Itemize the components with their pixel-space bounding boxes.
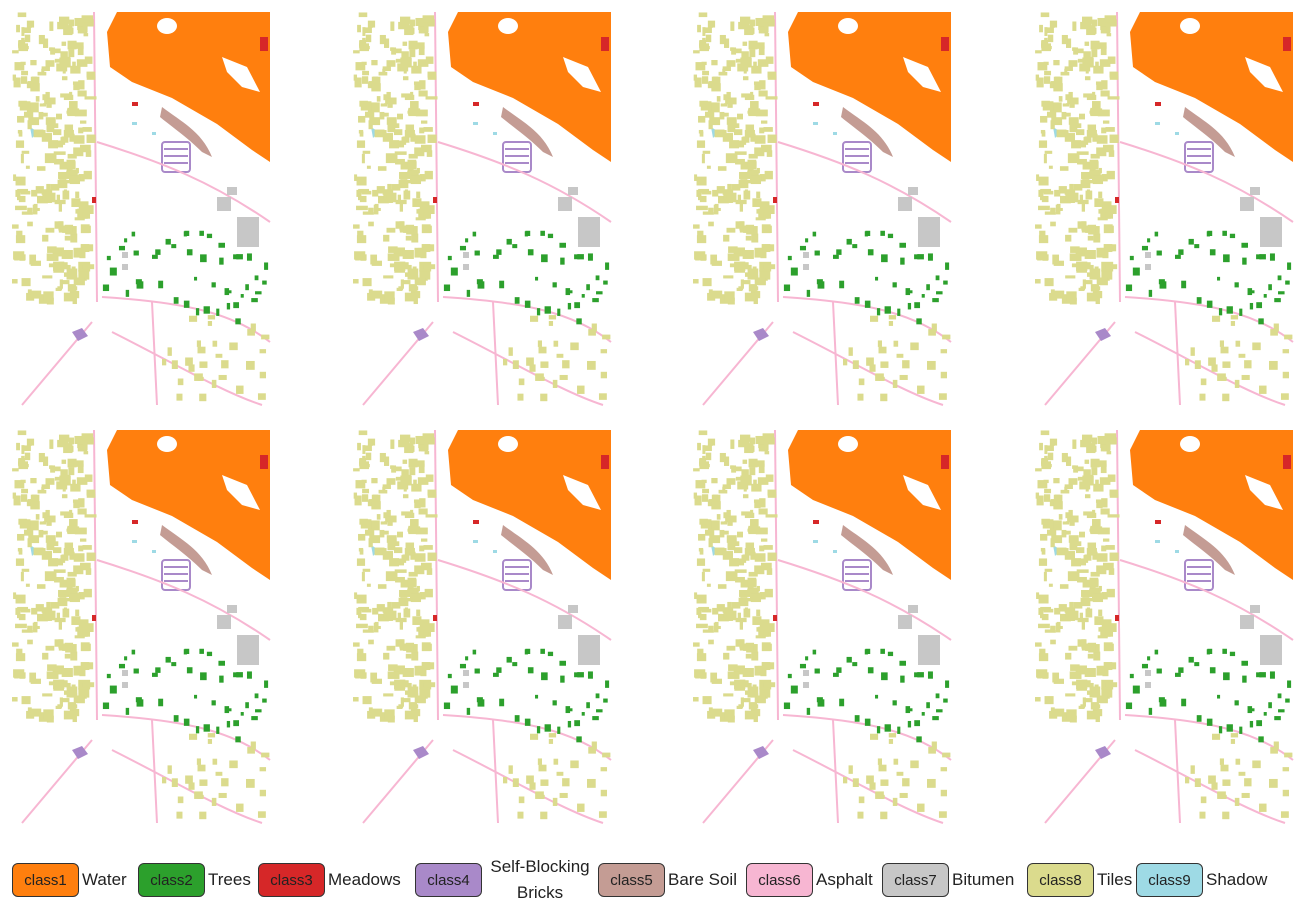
classification-maps	[11, 11, 1294, 824]
legend-swatch: class6	[746, 863, 813, 897]
classification-map	[11, 11, 271, 406]
legend-swatch: class3	[258, 863, 325, 897]
legend-item: class9 Shadow	[1136, 860, 1267, 900]
legend-item: class5 Bare Soil	[598, 860, 737, 900]
legend-name: Water	[82, 870, 127, 889]
classification-map	[1034, 429, 1294, 824]
classification-map	[692, 11, 952, 406]
legend-name: Bare Soil	[668, 870, 737, 889]
legend-item: class4 Self-Blocking Bricks	[415, 857, 595, 902]
legend-item: class6 Asphalt	[746, 860, 873, 900]
legend-swatch: class1	[12, 863, 79, 897]
legend-swatch: class2	[138, 863, 205, 897]
legend-name: Asphalt	[816, 870, 873, 889]
legend-name: Self-Blocking Bricks	[490, 857, 590, 902]
legend-name: Trees	[208, 870, 251, 889]
legend-name: Tiles	[1097, 870, 1133, 889]
legend-swatch: class5	[598, 863, 665, 897]
classification-map	[352, 429, 612, 824]
legend-item: class3 Meadows	[258, 860, 401, 900]
legend-item: class2 Trees	[138, 860, 251, 900]
legend-name: Bitumen	[952, 870, 1015, 889]
legend-swatch: class4	[415, 863, 482, 897]
classification-map	[692, 429, 952, 824]
legend-name: Shadow	[1206, 870, 1268, 889]
legend-swatch: class7	[882, 863, 949, 897]
legend-item: class8 Tiles	[1027, 860, 1132, 900]
legend-name: Meadows	[328, 870, 401, 889]
classification-map	[1034, 11, 1294, 406]
legend-item: class1 Water	[12, 860, 127, 900]
legend-swatch: class9	[1136, 863, 1203, 897]
legend-swatch: class8	[1027, 863, 1094, 897]
classification-map	[352, 11, 612, 406]
classification-map	[11, 429, 271, 824]
legend-item: class7 Bitumen	[882, 860, 1014, 900]
